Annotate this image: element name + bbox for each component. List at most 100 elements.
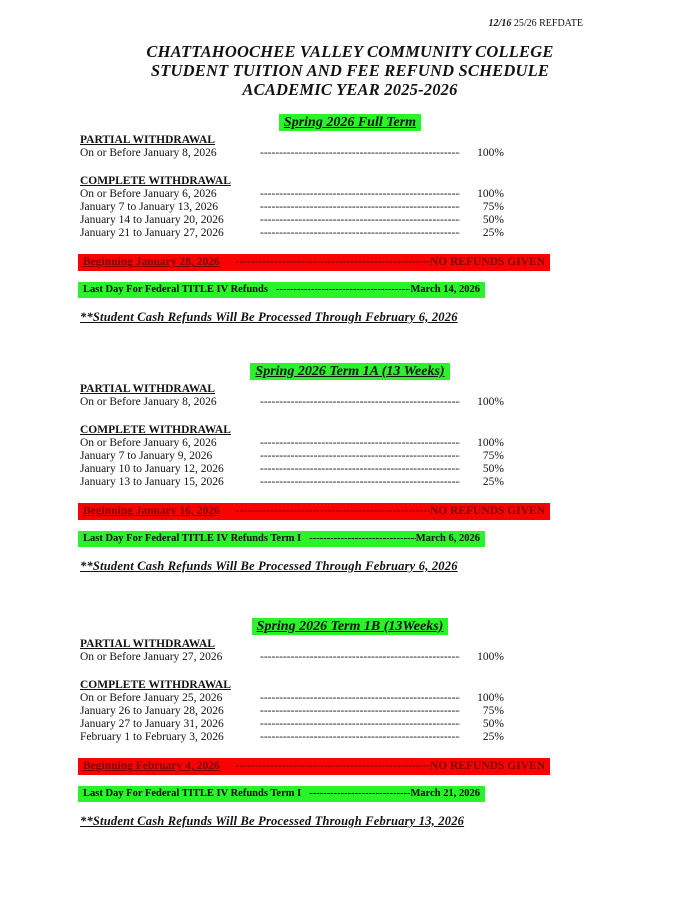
row-label: January 21 to January 27, 2026: [80, 227, 224, 239]
refund-row: On or Before January 25, 2026 ----------…: [80, 692, 504, 705]
cash-refund-note: **Student Cash Refunds Will Be Processed…: [80, 814, 465, 828]
title-iv-bar: Last Day For Federal TITLE IV Refunds Te…: [78, 531, 485, 547]
row-percent: 75%: [482, 201, 504, 213]
no-refunds-label: NO REFUNDS GIVEN: [429, 505, 545, 517]
complete-withdrawal-heading: COMPLETE WITHDRAWAL: [80, 679, 231, 691]
complete-withdrawal-heading: COMPLETE WITHDRAWAL: [80, 175, 231, 187]
title-iv-bar: Last Day For Federal TITLE IV Refunds Te…: [78, 786, 485, 802]
refund-row: On or Before January 8, 2026 -----------…: [80, 147, 504, 160]
refund-row: January 7 to January 13, 2026 ----------…: [80, 201, 504, 214]
section-title-wrap: Spring 2026 Full Term: [0, 113, 700, 131]
row-label: On or Before January 6, 2026: [80, 437, 217, 449]
ref-date-code: 12/16: [488, 18, 512, 29]
title-iv-label: Last Day For Federal TITLE IV Refunds Te…: [83, 533, 302, 544]
refund-row: January 26 to January 28, 2026 ---------…: [80, 705, 504, 718]
no-refunds-start-label: Beginning January 16, 2026: [83, 505, 220, 517]
row-percent: 25%: [482, 476, 504, 488]
row-label: On or Before January 27, 2026: [80, 651, 223, 663]
row-label: January 14 to January 20, 2026: [80, 214, 224, 226]
section-title-badge: Spring 2026 Full Term: [278, 114, 422, 131]
no-refunds-bar: Beginning January 16, 2026 -------------…: [78, 503, 550, 520]
title-iv-label: Last Day For Federal TITLE IV Refunds: [83, 284, 268, 295]
section-title-badge: Spring 2026 Term 1B (13Weeks): [251, 618, 449, 635]
title-iv-date: March 21, 2026: [410, 788, 480, 799]
row-percent: 50%: [482, 718, 504, 730]
row-percent: 25%: [482, 731, 504, 743]
no-refunds-bar: Beginning January 28, 2026 -------------…: [78, 254, 550, 271]
row-label: January 26 to January 28, 2026: [80, 705, 224, 717]
row-leader: ----------------------------------------…: [260, 651, 460, 663]
refund-row: On or Before January 6, 2026 -----------…: [80, 188, 504, 201]
row-percent: 100%: [477, 437, 504, 449]
title-line-year: ACADEMIC YEAR 2025-2026: [242, 80, 458, 99]
row-leader: ----------------------------------------…: [260, 201, 460, 213]
row-label: On or Before January 8, 2026: [80, 147, 217, 159]
row-leader: ----------------------------------------…: [260, 214, 460, 226]
refund-row: January 14 to January 20, 2026 ---------…: [80, 214, 504, 227]
row-percent: 75%: [482, 705, 504, 717]
row-label: January 7 to January 13, 2026: [80, 201, 218, 213]
title-line-college: CHATTAHOOCHEE VALLEY COMMUNITY COLLEGE: [146, 42, 554, 61]
section-title-wrap: Spring 2026 Term 1A (13 Weeks): [0, 362, 700, 380]
no-refunds-label: NO REFUNDS GIVEN: [429, 760, 545, 772]
refund-row: On or Before January 27, 2026 ----------…: [80, 651, 504, 664]
row-percent: 100%: [477, 692, 504, 704]
cash-refund-note: **Student Cash Refunds Will Be Processed…: [80, 310, 458, 324]
partial-withdrawal-heading: PARTIAL WITHDRAWAL: [80, 134, 215, 146]
title-iv-date: March 6, 2026: [415, 533, 480, 544]
refund-row: January 27 to January 31, 2026 ---------…: [80, 718, 504, 731]
refund-row: January 21 to January 27, 2026 ---------…: [80, 227, 504, 240]
row-leader: ----------------------------------------…: [260, 437, 460, 449]
row-label: On or Before January 6, 2026: [80, 188, 217, 200]
row-leader: ----------------------------------------…: [260, 476, 460, 488]
document-title: CHATTAHOOCHEE VALLEY COMMUNITY COLLEGE S…: [0, 42, 700, 99]
row-percent: 25%: [482, 227, 504, 239]
section-full-term: Spring 2026 Full Term PARTIAL WITHDRAWAL…: [0, 113, 700, 325]
row-leader: ----------------------------------------…: [260, 718, 460, 730]
row-leader: ----------------------------------------…: [260, 227, 460, 239]
cash-refund-note: **Student Cash Refunds Will Be Processed…: [80, 559, 458, 573]
row-leader: ----------------------------------------…: [260, 188, 460, 200]
row-leader: ----------------------------------------…: [260, 731, 460, 743]
row-label: January 7 to January 9, 2026: [80, 450, 213, 462]
bar-leader: ----------------------------------------…: [235, 760, 430, 772]
row-leader: ----------------------------------------…: [260, 450, 460, 462]
refund-row: On or Before January 6, 2026 -----------…: [80, 437, 504, 450]
bar-leader: ----------------------------------------…: [235, 505, 430, 517]
ref-date-label: 25/26 REFDATE: [511, 18, 583, 29]
title-line-schedule: STUDENT TUITION AND FEE REFUND SCHEDULE: [150, 61, 550, 80]
partial-withdrawal-heading: PARTIAL WITHDRAWAL: [80, 638, 215, 650]
refund-row: January 10 to January 12, 2026 ---------…: [80, 463, 504, 476]
row-percent: 100%: [477, 188, 504, 200]
refund-row: February 1 to February 3, 2026 ---------…: [80, 731, 504, 744]
refund-row: On or Before January 8, 2026 -----------…: [80, 396, 504, 409]
row-leader: ----------------------------------------…: [260, 692, 460, 704]
bar-leader: ----------------------------------------…: [275, 284, 411, 295]
row-percent: 50%: [482, 214, 504, 226]
ref-date-line: 12/16 25/26 REFDATE: [0, 18, 700, 30]
bar-leader: ----------------------------------------…: [235, 256, 430, 268]
partial-withdrawal-heading: PARTIAL WITHDRAWAL: [80, 383, 215, 395]
title-iv-date: March 14, 2026: [410, 284, 480, 295]
title-iv-bar: Last Day For Federal TITLE IV Refunds --…: [78, 282, 485, 298]
row-leader: ----------------------------------------…: [260, 147, 460, 159]
section-term-1a: Spring 2026 Term 1A (13 Weeks) PARTIAL W…: [0, 362, 700, 574]
section-term-1b: Spring 2026 Term 1B (13Weeks) PARTIAL WI…: [0, 617, 700, 829]
row-leader: ----------------------------------------…: [260, 463, 460, 475]
row-label: February 1 to February 3, 2026: [80, 731, 224, 743]
row-label: January 10 to January 12, 2026: [80, 463, 224, 475]
row-percent: 50%: [482, 463, 504, 475]
row-percent: 100%: [477, 396, 504, 408]
section-title-badge: Spring 2026 Term 1A (13 Weeks): [250, 363, 450, 380]
row-percent: 100%: [477, 147, 504, 159]
title-iv-label: Last Day For Federal TITLE IV Refunds Te…: [83, 788, 302, 799]
refund-row: January 13 to January 15, 2026 ---------…: [80, 476, 504, 489]
bar-leader: ----------------------------------------…: [309, 788, 411, 799]
row-leader: ----------------------------------------…: [260, 396, 460, 408]
row-leader: ----------------------------------------…: [260, 705, 460, 717]
section-title-wrap: Spring 2026 Term 1B (13Weeks): [0, 617, 700, 635]
no-refunds-label: NO REFUNDS GIVEN: [429, 256, 545, 268]
no-refunds-bar: Beginning February 4, 2026 -------------…: [78, 758, 550, 775]
no-refunds-start-label: Beginning January 28, 2026: [83, 256, 220, 268]
